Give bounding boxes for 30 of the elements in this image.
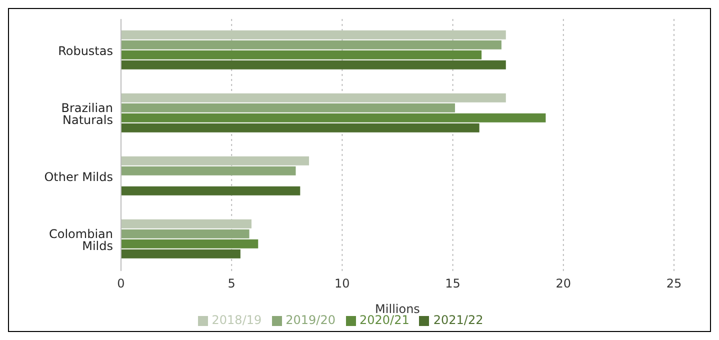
bar: [121, 113, 546, 122]
legend-label: 2019/20: [286, 313, 336, 327]
y-tick-label: Robustas: [58, 44, 113, 58]
x-tick-label: 10: [334, 276, 350, 291]
y-tick-label: Other Milds: [44, 170, 113, 184]
bar: [121, 156, 310, 166]
bar: [121, 219, 252, 228]
bar: [121, 60, 506, 70]
x-tick-label: 5: [228, 276, 236, 291]
bar: [121, 103, 456, 112]
y-tick-label: Brazilian Naturals: [61, 100, 113, 127]
bar: [121, 239, 258, 248]
bar: [121, 123, 480, 132]
legend-label: 2018/19: [212, 313, 262, 327]
bar: [121, 93, 506, 102]
legend-label: 2020/21: [360, 313, 410, 327]
x-tick-label: 20: [556, 276, 572, 291]
bar: [121, 166, 296, 176]
bar: [121, 229, 250, 238]
x-tick-label: 25: [666, 276, 682, 291]
bar: [121, 186, 300, 196]
y-tick-label: Colombian Milds: [49, 226, 113, 253]
x-tick-label: 0: [117, 276, 125, 291]
x-axis-title: Millions: [375, 302, 420, 316]
bar: [121, 40, 502, 50]
bar: [121, 50, 482, 60]
legend-label: 2021/22: [433, 313, 484, 327]
bar: [121, 249, 240, 258]
bar: [121, 30, 506, 40]
x-tick-label: 15: [445, 276, 460, 291]
